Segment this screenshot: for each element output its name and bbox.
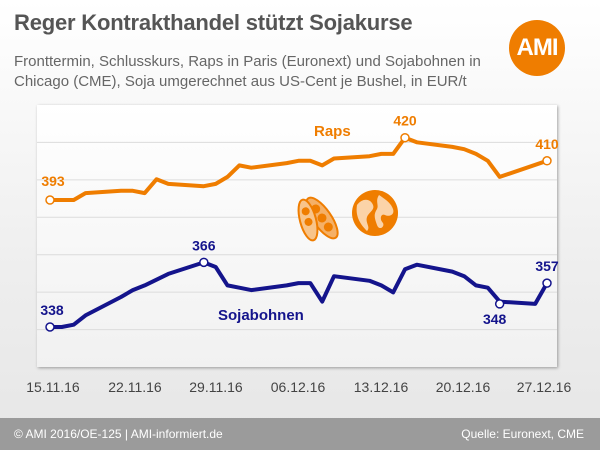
data-point-marker bbox=[542, 156, 552, 166]
x-tick-label: 15.11.16 bbox=[26, 379, 80, 395]
data-label: 366 bbox=[192, 237, 216, 253]
series-line-raps bbox=[48, 135, 549, 202]
soy-globe-illustration bbox=[297, 190, 398, 242]
x-tick-label: 29.11.16 bbox=[189, 379, 243, 395]
x-tick-label: 22.11.16 bbox=[108, 379, 162, 395]
footer-bar: © AMI 2016/OE-125 | AMI-informiert.de Qu… bbox=[0, 418, 600, 450]
data-label: 357 bbox=[535, 258, 559, 274]
data-point-marker bbox=[199, 257, 209, 268]
data-point-marker bbox=[400, 132, 410, 143]
chart-title: Reger Kontrakthandel stützt Sojakurse bbox=[14, 10, 413, 35]
x-tick-label: 27.12.16 bbox=[517, 379, 572, 395]
x-tick-label: 06.12.16 bbox=[271, 379, 326, 395]
plot-panel bbox=[37, 105, 557, 367]
series-raps: 393 420 410 Raps bbox=[41, 113, 559, 205]
series-line-sojabohnen bbox=[48, 260, 549, 329]
data-label: 420 bbox=[393, 113, 417, 129]
data-point-marker bbox=[45, 195, 55, 205]
data-label: 410 bbox=[535, 136, 559, 152]
data-point-marker bbox=[542, 278, 552, 288]
series-layer: 393 420 410 Raps 338 366 348 357 Sojabohnen bbox=[40, 113, 559, 332]
ami-logo: AMI bbox=[509, 20, 565, 76]
footer-source: Quelle: Euronext, CME bbox=[461, 427, 584, 441]
series-sojabohnen: 338 366 348 357 Sojabohnen bbox=[40, 237, 559, 332]
chart-subtitle: Fronttermin, Schlusskurs, Raps in Paris … bbox=[14, 53, 481, 90]
data-point-marker bbox=[494, 299, 505, 309]
series-label: Raps bbox=[314, 123, 351, 140]
grid-lines bbox=[37, 141, 557, 331]
x-tick-label: 20.12.16 bbox=[436, 379, 491, 395]
x-tick-label: 13.12.16 bbox=[354, 379, 409, 395]
soybean-pods-icon bbox=[297, 196, 339, 242]
series-label: Sojabohnen bbox=[218, 307, 304, 324]
data-label: 348 bbox=[483, 311, 507, 327]
line-chart: 393 420 410 Raps 338 366 348 357 Sojabohnen 15.1… bbox=[26, 113, 571, 395]
data-label: 338 bbox=[40, 302, 64, 318]
x-axis: 15.11.16 22.11.16 29.11.16 06.12.16 13.12.16… bbox=[26, 379, 571, 395]
data-label: 393 bbox=[41, 173, 65, 189]
globe-icon bbox=[352, 190, 398, 236]
footer-copyright: © AMI 2016/OE-125 | AMI-informiert.de bbox=[14, 427, 223, 441]
data-point-marker bbox=[45, 322, 55, 332]
